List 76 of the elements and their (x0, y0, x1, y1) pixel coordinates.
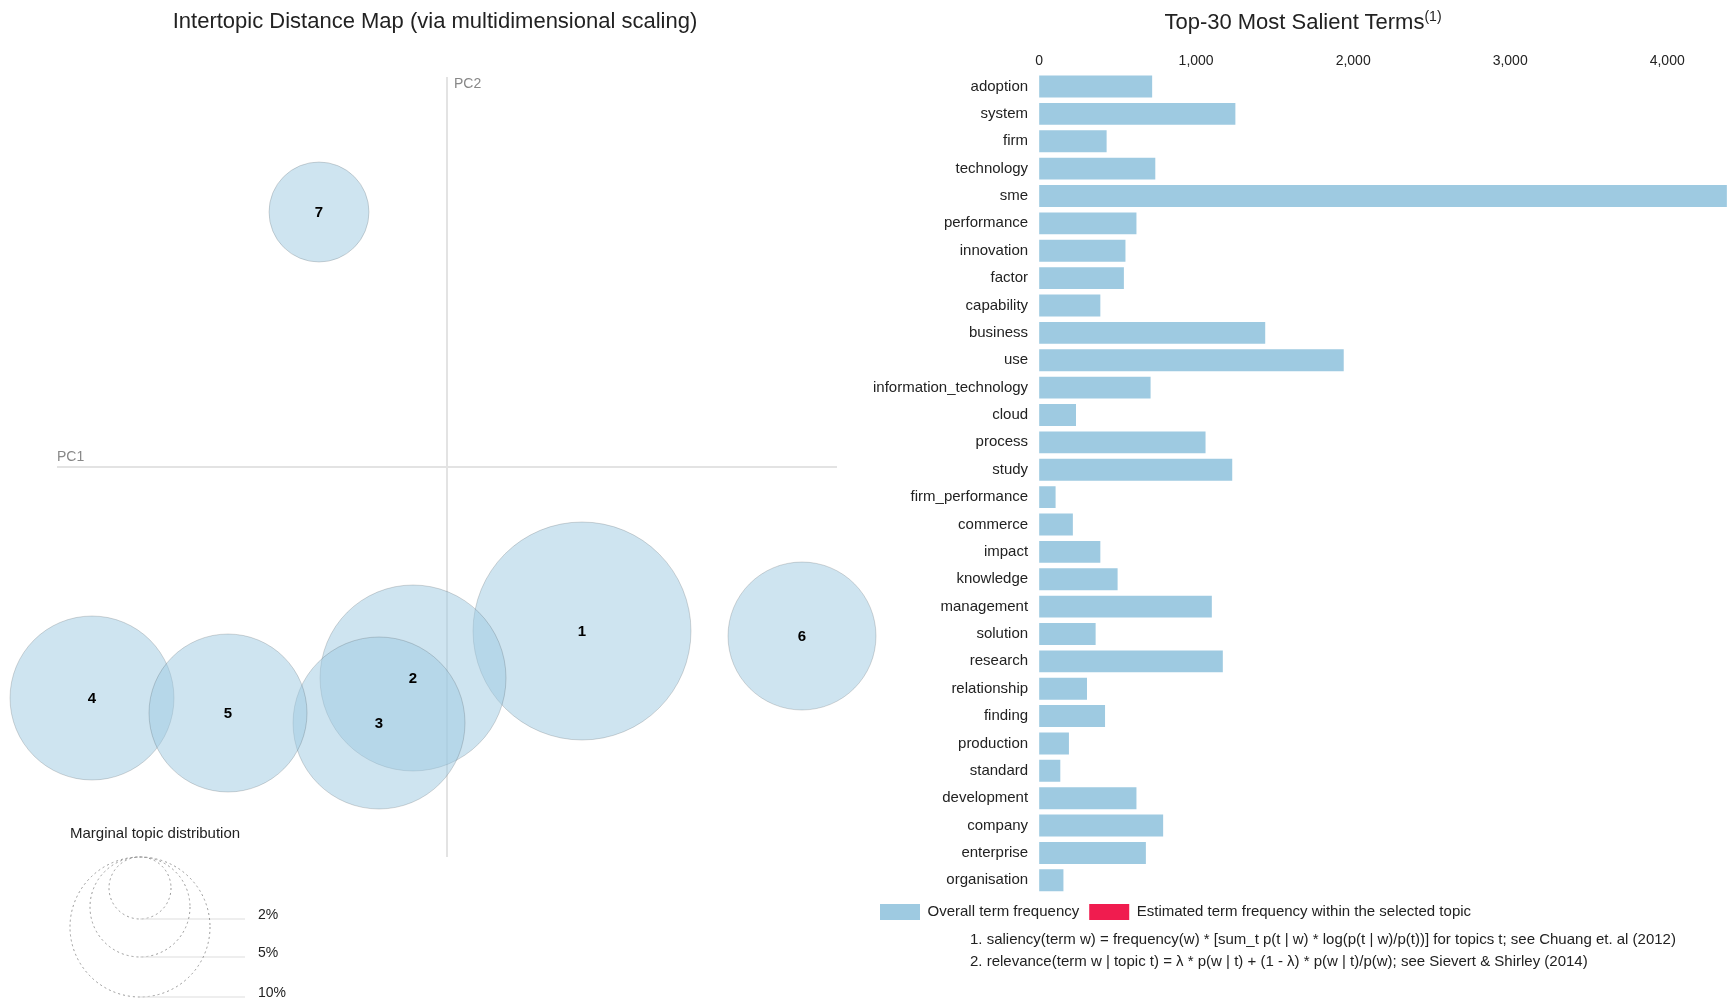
legend-label: Overall term frequency (927, 902, 1080, 920)
y-tick-label: finding (983, 706, 1029, 724)
text: 1. saliency(term w) = frequency(w) * [sum_t p(t | w) * log(p(t | w)/p(t))] for topics t; see Chuang et. al (2012) (970, 929, 1676, 949)
chart-title: Top-30 Most Salient Terms$^{(1)}$ (1163, 8, 1443, 36)
y-tick-label: commerce (958, 514, 1029, 532)
y-tick-label: relationship (951, 678, 1029, 696)
y-tick-label: firm_performance (910, 487, 1029, 505)
x-tick-label: 2,000 (1335, 52, 1371, 69)
y-tick-label: study (992, 459, 1029, 477)
bar (1039, 841, 1146, 864)
bar (1039, 568, 1118, 591)
y-tick-label: company (967, 815, 1029, 833)
y-tick-label: management (940, 596, 1029, 614)
y-tick-label: knowledge (956, 569, 1029, 587)
legend-title: Marginal topic distribution (70, 824, 241, 841)
bar (1039, 212, 1137, 235)
bar (1039, 321, 1266, 344)
y-tick-label: system (980, 104, 1029, 121)
bar (1039, 431, 1206, 454)
bar (1039, 157, 1156, 180)
y-tick-label: use (1003, 350, 1029, 368)
y-tick-label: development (942, 788, 1029, 806)
x-tick-label: 4,000 (1649, 52, 1685, 69)
bar (1039, 540, 1101, 563)
bar (1039, 705, 1106, 728)
bar (1039, 814, 1164, 837)
y-tick-label: standard (969, 760, 1029, 778)
bar (1039, 759, 1061, 782)
bar (1039, 869, 1064, 892)
bar (1039, 185, 1727, 207)
y-tick-label: sme (999, 186, 1029, 204)
y-tick-label: adoption (970, 76, 1029, 94)
y-tick-label: impact (983, 541, 1029, 559)
y-tick-label: process (975, 432, 1029, 450)
y-tick-label: research (969, 651, 1029, 669)
legend-label: Estimated term frequency within the selected topic (1136, 902, 1472, 920)
y-tick-label: enterprise (961, 843, 1029, 861)
bar (1039, 458, 1233, 481)
y-tick-label: technology (955, 158, 1029, 176)
bar (1039, 513, 1073, 536)
text: Intertopic Distance Map (via multidimensional scaling) (171, 8, 699, 34)
bar (1039, 623, 1096, 645)
bar (1039, 267, 1124, 290)
x-tick-label: 0 (1035, 52, 1044, 69)
text: 2. relevance(term w | topic t) = λ * p(w | t) + (1 - λ) * p(w | t)/p(w); see Sievert & Shirley (2014) (970, 951, 1589, 971)
bar (1039, 677, 1087, 700)
y-tick-label: capability (965, 295, 1029, 313)
bar (1039, 732, 1069, 755)
x-tick-label: 1,000 (1178, 52, 1214, 69)
bar (1039, 376, 1151, 399)
bar (1039, 239, 1126, 262)
y-tick-label: information_technology (872, 377, 1029, 395)
y-tick-label: performance (943, 213, 1029, 231)
bar (1039, 787, 1137, 810)
y-tick-label: factor (990, 268, 1029, 286)
y-tick-label: innovation (959, 240, 1029, 258)
bar (1039, 650, 1223, 673)
text: 2% (258, 906, 279, 922)
bar (1039, 486, 1056, 509)
bar (1039, 130, 1107, 153)
y-tick-label: production (958, 733, 1029, 751)
bar (1039, 102, 1236, 125)
y-tick-label: firm (1003, 131, 1029, 149)
x-tick-label: 3,000 (1492, 52, 1528, 69)
text: 10% (258, 984, 287, 1000)
bar (1039, 75, 1153, 98)
bar (1039, 294, 1101, 317)
text: PC2 (454, 75, 482, 91)
bar (1039, 404, 1076, 426)
y-tick-label: organisation (946, 870, 1029, 888)
text: 5% (258, 944, 279, 960)
y-tick-label: cloud (992, 405, 1029, 423)
y-tick-label: solution (976, 624, 1029, 642)
y-tick-label: business (968, 322, 1029, 340)
bar (1039, 349, 1344, 372)
bar (1039, 595, 1212, 618)
